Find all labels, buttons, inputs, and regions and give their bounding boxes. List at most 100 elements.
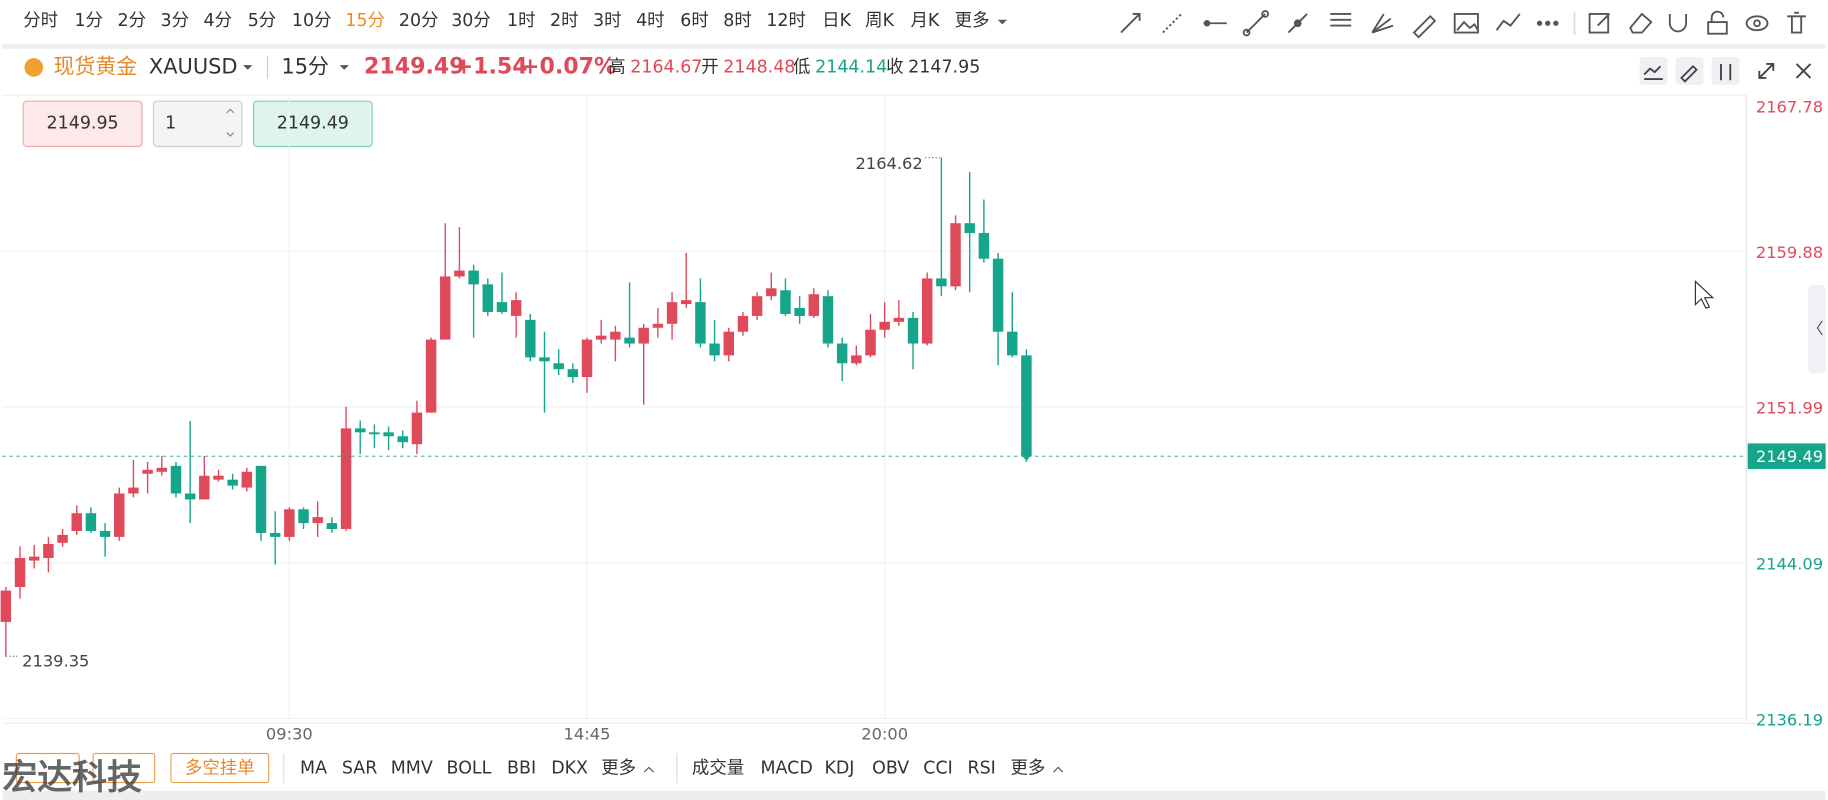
side-tab-arrow [1816,320,1823,336]
candle-body [326,523,338,530]
indicator[interactable]: KDJ [824,759,854,779]
candle-body [851,355,862,364]
candle-body [751,296,763,316]
candle-body [156,467,168,472]
candle-body [780,290,791,314]
quantity-input[interactable] [152,100,243,148]
side-tab[interactable] [1808,284,1826,374]
indicator[interactable]: MMV [391,759,433,779]
period-button[interactable]: 4时 [636,11,665,31]
caret [1053,766,1064,773]
indicator[interactable]: OBV [872,759,909,779]
high-label: 高 [608,57,625,77]
candle-body [170,465,182,494]
low-value: 2144.14 [815,57,887,77]
period-button[interactable]: 15分 [345,11,385,31]
candle-body [241,471,253,488]
buy-button[interactable] [22,100,143,148]
candle-body [652,323,664,328]
indicator[interactable]: SAR [342,759,377,779]
period-button[interactable]: 1分 [74,11,103,31]
caret [643,766,654,773]
period-button[interactable]: 1时 [507,11,536,31]
indicator[interactable]: CCI [923,759,953,779]
period-button[interactable]: 2时 [550,11,579,31]
candle-body [354,428,366,433]
bottom-button[interactable] [15,752,80,784]
high-annotation: 2164.62 [856,154,923,173]
indicator[interactable]: MACD [761,759,813,779]
drawing-tools[interactable] [1120,10,1806,39]
period-button[interactable]: 3时 [593,11,622,31]
candle-body [610,331,621,340]
candle-body [0,590,12,622]
period-button[interactable]: 月K [911,11,940,31]
candle-body [950,223,961,287]
candle-body [709,343,720,356]
sell-price[interactable]: 2149.49 [277,113,349,133]
candle-body [425,339,437,413]
change-pct: +0.07% [521,53,616,79]
indicator[interactable]: MA [300,759,327,779]
period-button[interactable]: 20分 [399,11,439,31]
symbol-name[interactable]: 现货黄金 [54,54,138,78]
candle-body [440,276,451,340]
period-button[interactable]: 2分 [117,11,146,31]
period-button[interactable]: 日K [822,11,851,31]
bottom-button[interactable] [170,752,270,784]
candle-body [539,357,550,362]
period-button[interactable]: 4分 [204,11,233,31]
indicator[interactable]: RSI [967,759,995,779]
price: 2149.49 [364,53,465,79]
indicator[interactable]: DKX [551,759,588,779]
indicator[interactable]: 更多 [1011,759,1046,779]
current-price-label: 2149.49 [1756,447,1823,466]
period-button[interactable]: 5分 [248,11,277,31]
candle-body [525,319,536,358]
candle-body [284,509,295,537]
period-button[interactable]: 周K [865,11,894,31]
candle-body [482,284,494,312]
toolbar-divider [2,44,1826,49]
candle-body [454,270,465,277]
candle-body [227,479,238,486]
bottom-button[interactable] [92,752,156,784]
candle-body [581,339,593,378]
period-button[interactable]: 12时 [766,11,806,31]
quantity[interactable]: 1 [165,113,176,133]
period-button[interactable]: 30分 [451,11,491,31]
indicator[interactable]: 成交量 [692,759,744,779]
sell-button[interactable] [252,100,373,148]
candle-body [695,302,706,344]
x-tick-label: 09:30 [266,724,313,743]
period-button[interactable]: 分时 [23,11,58,31]
current-price-box [1747,443,1826,469]
candle-body [595,335,607,340]
y-tick-label: 2151.99 [1756,399,1823,418]
period[interactable]: 15分 [281,54,329,78]
candle-body [340,428,352,530]
candle-body [510,300,522,316]
change: +1.54 [455,53,528,79]
period-button[interactable]: 8时 [723,11,752,31]
symbol-code[interactable]: XAUUSD [149,54,238,78]
indicator[interactable]: BOLL [447,759,492,779]
y-tick-label: 2159.88 [1756,243,1823,262]
period-button[interactable]: 3分 [161,11,190,31]
period-button[interactable]: 10分 [292,11,332,31]
period-button[interactable]: 更多 [955,11,990,31]
open-value: 2148.48 [723,57,795,77]
caret [339,65,349,70]
candle-body [213,475,224,480]
period-button[interactable]: 6时 [680,11,709,31]
candle-body [907,317,919,344]
spinner[interactable] [226,108,235,137]
low-label: 低 [793,57,810,77]
buy-price[interactable]: 2149.95 [47,113,119,133]
candle-body [199,475,210,500]
indicator[interactable]: 更多 [601,759,636,779]
candle-body [142,469,153,474]
indicator[interactable]: BBI [507,759,536,779]
pending-order-button[interactable]: 多空挂单 [185,759,255,779]
